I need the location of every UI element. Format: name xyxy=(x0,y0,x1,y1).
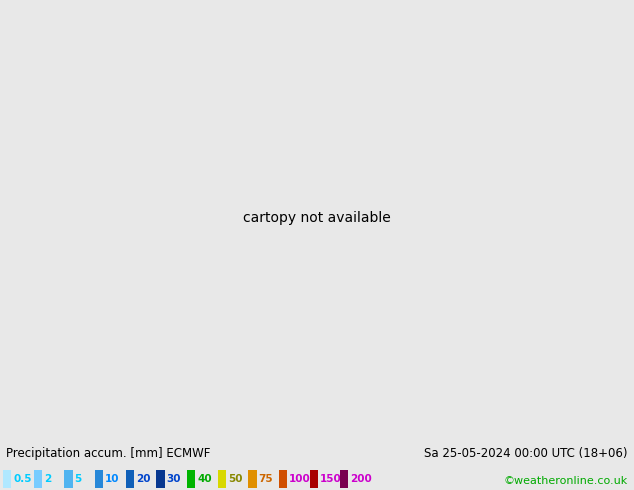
Text: 5: 5 xyxy=(75,474,82,484)
Text: 0.5: 0.5 xyxy=(13,474,32,484)
Bar xyxy=(3,470,11,488)
Text: Sa 25-05-2024 00:00 UTC (18+06): Sa 25-05-2024 00:00 UTC (18+06) xyxy=(424,447,628,460)
Text: 75: 75 xyxy=(259,474,273,484)
Bar xyxy=(34,470,42,488)
Bar xyxy=(249,470,257,488)
Bar xyxy=(157,470,165,488)
Bar xyxy=(340,470,349,488)
Bar xyxy=(309,470,318,488)
Text: 2: 2 xyxy=(44,474,51,484)
Text: 20: 20 xyxy=(136,474,150,484)
Text: 40: 40 xyxy=(197,474,212,484)
Text: 10: 10 xyxy=(105,474,120,484)
Text: cartopy not available: cartopy not available xyxy=(243,211,391,225)
Text: 200: 200 xyxy=(351,474,372,484)
Bar xyxy=(95,470,103,488)
Text: 30: 30 xyxy=(167,474,181,484)
Bar xyxy=(187,470,195,488)
Bar xyxy=(126,470,134,488)
Bar xyxy=(65,470,73,488)
Bar xyxy=(279,470,287,488)
Text: ©weatheronline.co.uk: ©weatheronline.co.uk xyxy=(503,476,628,486)
Text: 100: 100 xyxy=(289,474,311,484)
Bar xyxy=(217,470,226,488)
Text: 150: 150 xyxy=(320,474,342,484)
Text: 50: 50 xyxy=(228,474,242,484)
Text: Precipitation accum. [mm] ECMWF: Precipitation accum. [mm] ECMWF xyxy=(6,447,210,460)
